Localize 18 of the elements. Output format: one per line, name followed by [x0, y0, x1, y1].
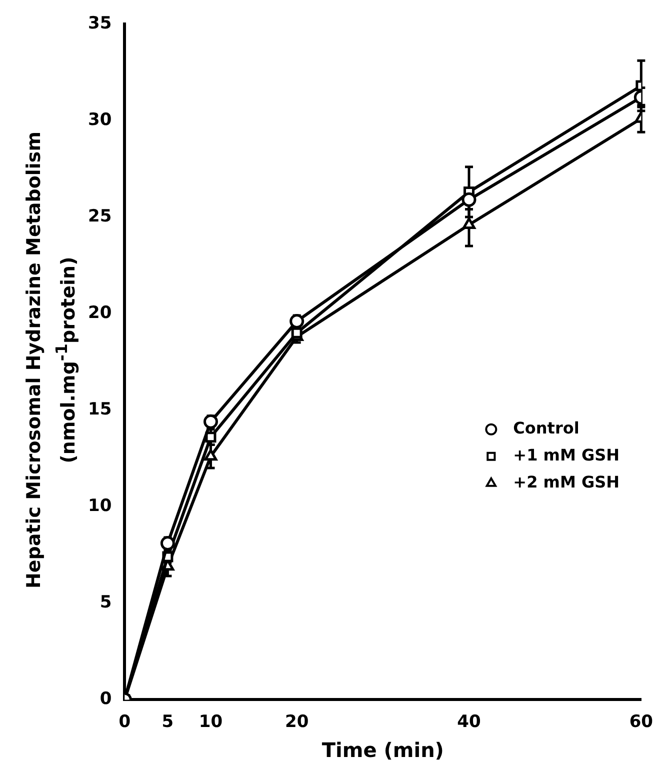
- legend-label: +1 mM GSH: [513, 446, 620, 465]
- y-tick-label: 5: [100, 592, 112, 613]
- x-tick-label: 0: [118, 712, 131, 732]
- y-tick-label: 20: [88, 302, 112, 323]
- y-tick-label: 10: [88, 496, 112, 516]
- x-tick-label: 40: [457, 712, 481, 732]
- legend-label: +2 mM GSH: [513, 472, 620, 492]
- legend-label: Control: [513, 418, 580, 438]
- x-tick-label: 20: [284, 712, 309, 732]
- y-tick-label: 15: [88, 399, 112, 420]
- y-tick-label: 30: [88, 110, 112, 130]
- x-tick-label: 60: [629, 712, 654, 732]
- y-tick-label: 35: [88, 13, 112, 34]
- x-tick-label: 10: [198, 712, 223, 732]
- x-axis-title: Time (min): [322, 738, 444, 762]
- x-tick-label: 5: [162, 712, 174, 732]
- y-tick-label: 25: [88, 206, 112, 226]
- y-tick-label: 0: [100, 689, 112, 710]
